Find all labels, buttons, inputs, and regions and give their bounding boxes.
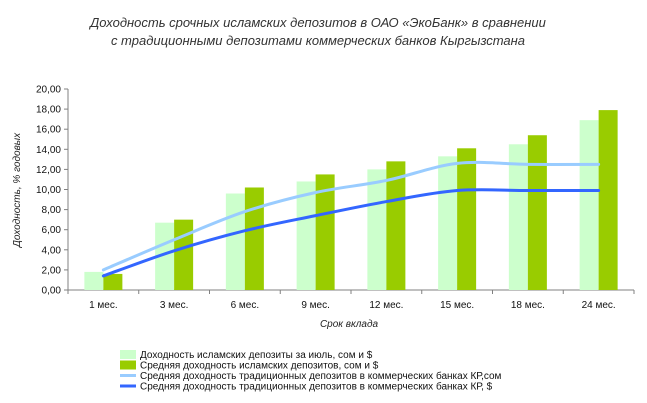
chart-title-line-2: с традиционными депозитами коммерческих … <box>111 33 525 48</box>
y-tick-label: 20,00 <box>36 85 61 96</box>
line-series-1 <box>101 160 601 272</box>
y-tick-label: 14,00 <box>36 145 61 156</box>
bar-1-1 <box>84 271 104 290</box>
bar-1-8 <box>579 120 599 290</box>
chart-title-line-1: Доходность срочных исламских депозитов в… <box>88 15 546 30</box>
x-tick-label: 24 мес. <box>582 300 616 311</box>
legend: Доходность исламских депозиты за июль, с… <box>120 350 502 393</box>
bar-1-7 <box>508 144 528 290</box>
line-series-2 <box>101 188 601 278</box>
x-tick-label: 6 мес. <box>231 300 260 311</box>
y-tick-label: 8,00 <box>42 205 62 216</box>
bar-2-7 <box>527 135 547 290</box>
legend-swatch-1 <box>120 350 136 359</box>
y-axis-title: Доходность, % годовых <box>12 132 23 248</box>
y-axis: 0,00 2,00 4,00 6,00 8,00 10,00 12,00 14,00 16,00… <box>36 85 69 297</box>
x-tick-label: 18 мес. <box>511 300 545 311</box>
y-tick-label: 0,00 <box>42 286 62 297</box>
x-tick-label: 15 мес. <box>440 300 474 311</box>
legend-label-4: Средняя доходность традиционных депозито… <box>140 381 493 393</box>
bar-2-1 <box>103 273 123 290</box>
x-tick-label: 12 мес. <box>369 300 403 311</box>
bar-2-6 <box>457 148 477 290</box>
bar-2-2 <box>174 219 194 290</box>
bar-1-2 <box>155 222 175 290</box>
y-tick-label: 10,00 <box>36 185 61 196</box>
x-tick-label: 9 мес. <box>301 300 330 311</box>
y-tick-label: 18,00 <box>36 105 61 116</box>
x-axis: 1 мес. 3 мес. 6 мес. 9 мес. 12 мес. 15 мес. 18… <box>67 289 635 311</box>
chart-title: Доходность срочных исламских депозитов в… <box>88 15 546 48</box>
y-tick-label: 16,00 <box>36 125 61 136</box>
legend-label-2: Средняя доходность исламских депозитов, … <box>140 361 379 372</box>
x-tick-label: 1 мес. <box>89 300 118 311</box>
bar-2-8 <box>598 110 618 290</box>
y-tick-label: 2,00 <box>42 265 62 276</box>
y-tick-label: 6,00 <box>42 225 62 236</box>
y-tick-label: 12,00 <box>36 165 61 176</box>
x-axis-title: Срок вклада <box>320 319 379 330</box>
legend-label-1: Доходность исламских депозиты за июль, с… <box>140 350 373 361</box>
x-tick-label: 3 мес. <box>160 300 189 311</box>
bar-2-4 <box>315 174 335 290</box>
bar-1-5 <box>367 169 387 290</box>
bar-1-4 <box>296 181 316 290</box>
line-series-group <box>101 160 601 278</box>
bar-1-6 <box>438 156 458 290</box>
legend-label-3: Средняя доходность традиционных депозито… <box>140 370 502 382</box>
bar-2-5 <box>386 161 406 290</box>
bar-2-3 <box>244 187 264 290</box>
legend-swatch-2 <box>120 360 136 370</box>
y-tick-label: 4,00 <box>42 245 62 256</box>
bar-1-3 <box>225 193 245 290</box>
